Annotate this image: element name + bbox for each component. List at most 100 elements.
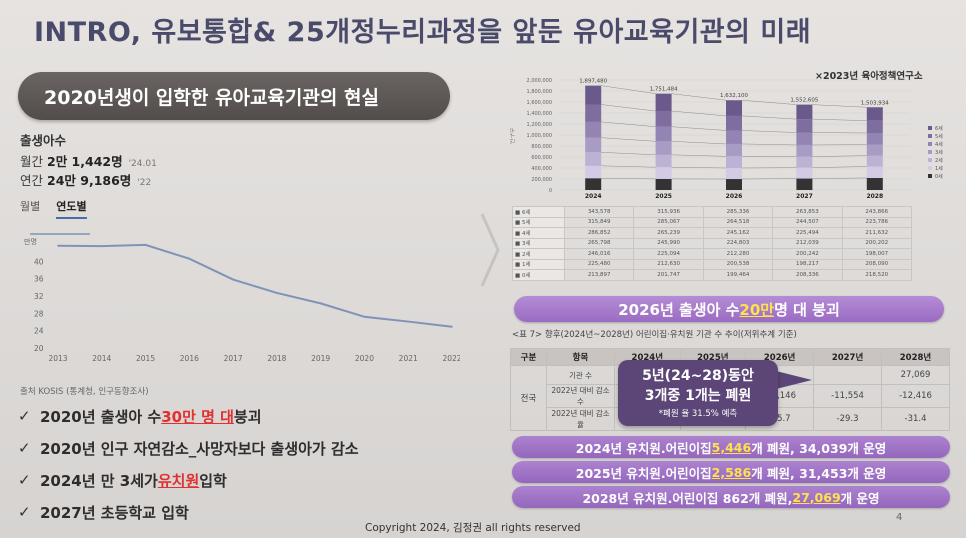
source-note: 출처 KOSIS (통계청, 인구동향조사) <box>20 387 149 397</box>
data-point <box>319 302 322 305</box>
x-tick-label: 2014 <box>92 354 111 363</box>
legend-label: 6세 <box>935 125 943 132</box>
y-tick-label: 36 <box>34 275 44 284</box>
connector-line <box>812 118 867 121</box>
bar-segment <box>585 165 602 179</box>
bar-segment <box>585 178 602 190</box>
legend-label: 0세 <box>935 173 943 180</box>
bar-segment <box>796 167 813 179</box>
bar-segment <box>655 93 672 112</box>
checkmark-icon: ✓ <box>18 407 31 425</box>
table-row: ■ 4세 286,852 265,239 245,162 225,494 211,632 <box>512 227 913 239</box>
monthly-prefix: 월간 <box>20 154 44 169</box>
data-point <box>363 316 366 318</box>
y-tick-label: 800,000 <box>531 144 552 150</box>
bar-segment <box>655 167 672 179</box>
monthly-births-stat: 월간 2만 1,442명 '24.01 <box>20 151 157 170</box>
connector-line <box>741 115 797 120</box>
bar-segment <box>585 85 602 105</box>
bar-segment <box>655 111 672 127</box>
bar-segment <box>796 119 813 133</box>
stack-chart-source: ×2023년 육아정책연구소 <box>815 71 923 82</box>
y-tick-label: 32 <box>34 292 44 301</box>
copyright-text: Copyright 2024, 김정권 all rights reserved <box>365 522 581 534</box>
legend-swatch <box>928 142 932 146</box>
birth-2026-banner: 2026년 출생아 수 20만 명 대 붕괴 <box>514 296 944 322</box>
y-tick-label: 28 <box>34 309 44 318</box>
yearly-births-stat: 연간 24만 9,186명 '22 <box>20 170 151 189</box>
legend-label: 3세 <box>935 149 943 156</box>
legend-label: 1세 <box>935 165 943 172</box>
legend-swatch <box>928 134 932 138</box>
connector-line <box>741 100 797 105</box>
closure-pill-2024: 2024년 유치원.어린이집 5,446 개 폐원, 34,039개 운영 <box>512 436 950 458</box>
connector-line <box>741 130 797 133</box>
closure-callout: 5년(24~28)동안 3개중 1개는 폐원 *폐원 율 31.5% 예측 <box>618 360 778 426</box>
legend-label: 5세 <box>935 133 943 140</box>
period-tabs: 월별 연도별 <box>20 198 87 219</box>
closure-pill-2025: 2025년 유치원.어린이집 2,586 개 폐원, 31,453개 운영 <box>512 461 950 483</box>
x-tick-label: 2019 <box>311 354 330 363</box>
population-stack-chart: 인구수 2,000,000 1,800,000 1,600,000 1,400,000 1… <box>510 78 943 200</box>
x-tick-label: 2028 <box>866 193 883 200</box>
section-subheading: 2020년생이 입학한 유아교육기관의 현실 <box>18 72 450 120</box>
page-number: 4 <box>896 512 903 523</box>
connector-line <box>741 143 797 146</box>
checkmark-icon: ✓ <box>18 471 31 489</box>
bar-segment <box>866 107 883 121</box>
legend-swatch <box>928 158 932 162</box>
table-row: ■ 0세 213,897 201,747 199,464 208,336 218,520 <box>512 269 913 281</box>
series-line <box>57 243 453 328</box>
y-axis-label: 인구수 <box>510 127 516 144</box>
connector-line <box>812 166 867 168</box>
x-tick-label: 2013 <box>48 354 67 363</box>
data-point <box>232 278 234 281</box>
highlight-text: 유치원 <box>157 471 200 490</box>
yearly-value: 24만 9,186명 <box>47 173 132 188</box>
slide-title: INTRO, 유보통합& 25개정누리과정을 앞둔 유아교육기관의 미래 <box>34 17 812 48</box>
yearly-date: '22 <box>137 178 152 188</box>
x-tick-label: 2025 <box>655 193 672 200</box>
highlight-text: 20만 <box>739 300 775 319</box>
monthly-value: 2만 1,442명 <box>47 154 123 169</box>
bullet-item: ✓ 2020년 출생아 수 30만 명 대 붕괴 <box>18 407 262 426</box>
highlight-text: 27,069 <box>792 489 841 505</box>
data-point <box>451 325 453 328</box>
chevron-right-icon <box>480 213 500 287</box>
bar-segment <box>796 104 813 120</box>
bar-segment <box>726 130 742 144</box>
legend-label: 4세 <box>935 141 943 148</box>
data-point <box>100 245 103 247</box>
y-tick-label: 1,600,000 <box>527 100 552 106</box>
x-tick-label: 2022 <box>442 354 460 363</box>
bar-segment <box>866 132 883 145</box>
bar-segment <box>585 104 602 122</box>
data-point <box>57 244 59 247</box>
bar-total-label: 1,751,484 <box>650 87 678 93</box>
checkmark-icon: ✓ <box>18 503 31 521</box>
tab-yearly[interactable]: 연도별 <box>56 198 87 219</box>
y-tick-label: 1,200,000 <box>527 122 552 128</box>
table-caption: <표 7> 향후(2024년~2028년) 어린이집·유치원 기관 수 추이(저… <box>512 330 797 340</box>
yearly-prefix: 연간 <box>20 173 44 188</box>
bar-segment <box>796 156 813 168</box>
connector-line <box>601 178 656 180</box>
highlight-text: 30만 명 대 <box>161 407 234 426</box>
legend-swatch <box>928 150 932 154</box>
tab-monthly[interactable]: 월별 <box>20 200 41 213</box>
bullet-item: ✓ 2020년 인구 자연감소_사망자보다 출생아가 감소 <box>18 439 359 458</box>
connector-line <box>671 93 727 101</box>
y-tick-label: 400,000 <box>531 166 552 172</box>
table-row: ■ 6세 343,578 315,936 285,336 263,853 243,866 <box>512 206 913 218</box>
bar-segment <box>585 137 602 153</box>
x-tick-label: 2026 <box>726 193 743 200</box>
connector-line <box>671 141 727 145</box>
highlight-text: 2,586 <box>711 464 752 480</box>
callout-tail <box>772 370 812 390</box>
data-point <box>407 320 410 323</box>
legend-swatch <box>928 166 932 170</box>
y-tick-label: 1,800,000 <box>527 89 552 95</box>
birth-count-label: 출생아수 <box>20 133 67 148</box>
bullet-list: ✓ 2020년 출생아 수 30만 명 대 붕괴 ✓ 2020년 인구 자연감소_사… <box>18 400 359 528</box>
